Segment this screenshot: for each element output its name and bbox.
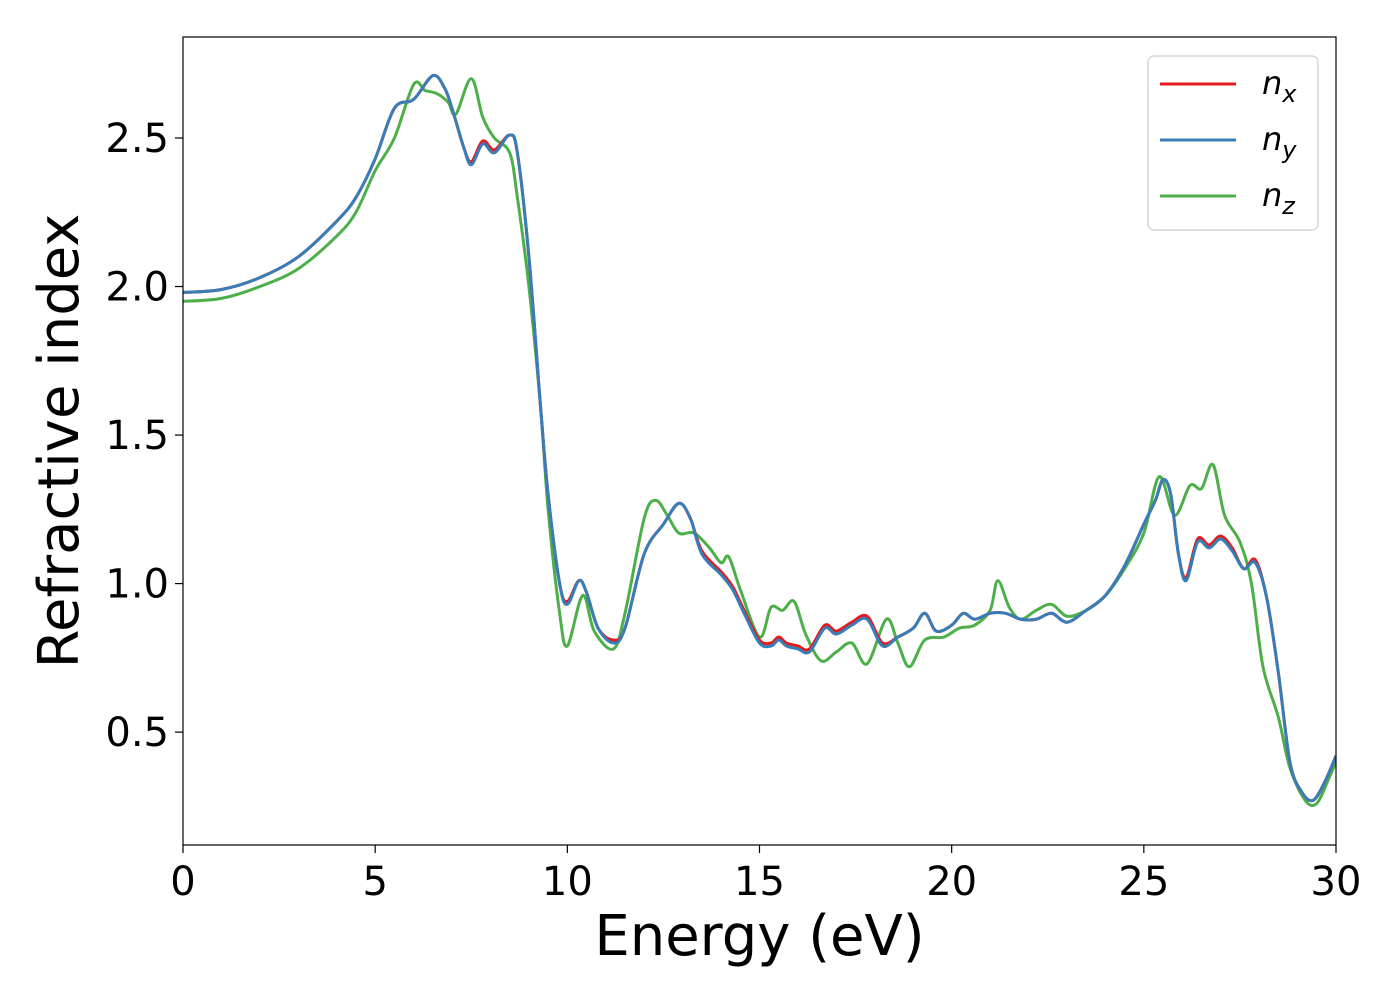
x-tick-label: 15 [734, 859, 785, 905]
x-axis-ticks: 0 5 10 15 20 25 30 [170, 845, 1361, 905]
y-tick-label: 0.5 [105, 710, 169, 756]
legend-box [1147, 55, 1319, 231]
legend-label-z: nz [1262, 176, 1296, 220]
x-tick-label: 0 [170, 859, 195, 905]
y-axis-label: Refractive index [27, 214, 92, 669]
y-axis-ticks: 0.5 1.0 1.5 2.0 2.5 [105, 116, 183, 756]
x-tick-label: 20 [926, 859, 977, 905]
x-tick-label: 5 [362, 859, 387, 905]
y-tick-label: 1.5 [105, 413, 169, 459]
x-tick-label: 10 [542, 859, 593, 905]
y-tick-label: 2.5 [105, 116, 169, 162]
series-layer [183, 73, 1336, 808]
y-tick-label: 1.0 [105, 562, 169, 608]
y-tick-label: 2.0 [105, 265, 169, 311]
x-tick-label: 30 [1311, 859, 1362, 905]
series-line-y [183, 73, 1336, 803]
x-tick-label: 25 [1118, 859, 1169, 905]
legend: nx ny nz [1147, 55, 1319, 231]
x-axis-label: Energy (eV) [594, 904, 924, 969]
legend-label-x: nx [1262, 64, 1297, 108]
legend-label-y: ny [1262, 120, 1297, 164]
